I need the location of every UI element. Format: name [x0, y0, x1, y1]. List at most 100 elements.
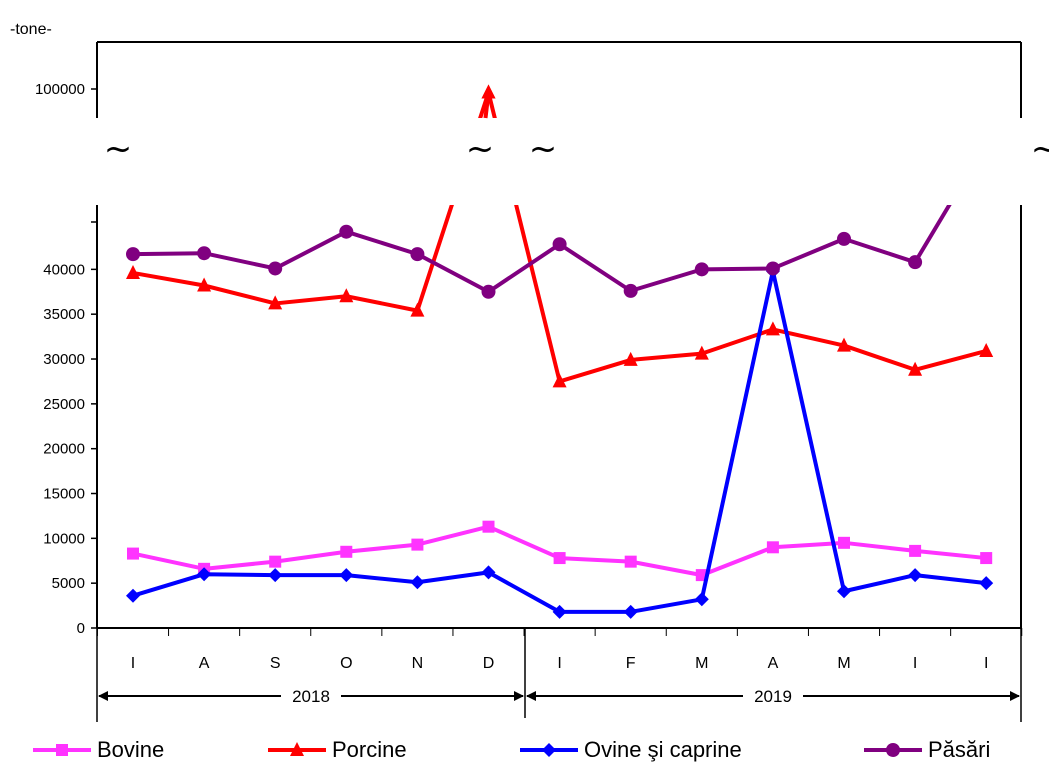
data-point [553, 552, 566, 565]
legend-swatch [33, 743, 91, 756]
legend-swatch [864, 742, 922, 757]
legend-label: Bovine [97, 736, 165, 762]
data-point [339, 568, 354, 583]
data-point [623, 351, 638, 366]
y-tick-label: 10000 [43, 530, 85, 547]
year-label: 2019 [754, 687, 792, 706]
data-point [623, 283, 638, 298]
data-point [269, 555, 282, 568]
legend-item: Porcine [268, 734, 407, 765]
data-point [837, 337, 851, 352]
data-point [339, 288, 354, 303]
month-label: I [913, 655, 917, 672]
data-point [410, 302, 425, 317]
series-layer [126, 84, 994, 619]
month-label: A [199, 655, 210, 672]
data-point [481, 284, 496, 299]
chart: -tone- ~ ~ ~ ~ 0 5000 10000 15000 20000 25000 300… [0, 21, 1049, 722]
month-label: I [557, 655, 561, 672]
data-point [552, 604, 567, 619]
data-point [765, 261, 780, 276]
axis-break-symbol: ~ [104, 129, 133, 169]
y-tick-label: 40000 [43, 261, 85, 278]
data-point [886, 742, 900, 757]
data-point [694, 262, 709, 277]
data-point [838, 536, 850, 549]
data-point [908, 361, 923, 376]
y-tick-label: 30000 [43, 351, 85, 368]
legend-swatch [520, 742, 578, 757]
month-label: S [270, 655, 281, 672]
data-point [624, 555, 637, 568]
data-point [126, 588, 140, 603]
series-line [132, 524, 987, 578]
data-point [979, 342, 994, 357]
data-point [126, 264, 140, 279]
data-point [552, 373, 567, 388]
legend-label: Ovine şi caprine [584, 736, 742, 762]
data-point [410, 575, 425, 590]
data-point [482, 520, 495, 533]
y-tick-label: 35000 [43, 306, 85, 323]
data-point [908, 255, 923, 270]
data-point [979, 576, 994, 591]
data-point [837, 584, 851, 599]
unit-label: -tone- [10, 21, 52, 38]
month-label: M [837, 655, 850, 672]
series-3 [126, 136, 994, 299]
data-point [339, 224, 354, 239]
data-point [694, 592, 709, 607]
data-point [197, 567, 212, 582]
label-layer: 0 5000 10000 15000 20000 25000 30000 35000 40000… [35, 81, 988, 706]
axis-break-symbol: ~ [466, 129, 495, 169]
data-point [980, 552, 993, 565]
legend-label: Porcine [332, 736, 407, 762]
data-point [766, 541, 779, 554]
month-label: O [340, 655, 352, 672]
data-point [197, 277, 212, 292]
data-point [623, 604, 638, 619]
axis-break-band [0, 118, 1049, 205]
month-label: F [626, 655, 636, 672]
data-point [126, 247, 140, 262]
data-point [837, 231, 851, 246]
data-point [268, 261, 283, 276]
data-point [909, 544, 922, 557]
series-0 [127, 520, 993, 582]
series-1 [126, 84, 994, 388]
y-tick-label: 5000 [52, 575, 85, 592]
data-point [127, 547, 139, 560]
data-point [268, 295, 283, 310]
data-point [542, 742, 556, 757]
axis-break-layer: ~ ~ ~ ~ [0, 42, 1049, 628]
data-point [481, 84, 496, 99]
data-point [56, 743, 68, 756]
data-point [481, 565, 496, 580]
month-label: A [768, 655, 779, 672]
data-point [765, 321, 780, 336]
legend: Bovine Porcine Ovine şi caprine Păsări [0, 734, 1049, 765]
y-tick-label: 25000 [43, 396, 85, 413]
legend-item: Păsări [864, 734, 990, 765]
y-tick-label: 100000 [35, 81, 85, 98]
data-point [268, 568, 283, 583]
month-label: I [131, 655, 135, 672]
month-label: I [984, 655, 988, 672]
legend-item: Bovine [33, 734, 164, 765]
axis-break-symbol: ~ [1031, 129, 1049, 169]
month-label: M [695, 655, 708, 672]
y-tick-label: 0 [77, 620, 85, 637]
month-label: D [483, 655, 495, 672]
y-tick-label: 15000 [43, 486, 85, 503]
month-label: N [412, 655, 424, 672]
legend-swatch [268, 741, 326, 756]
legend-item: Ovine şi caprine [520, 734, 742, 765]
series-2 [126, 264, 994, 619]
data-point [340, 545, 353, 558]
data-point [411, 538, 424, 551]
legend-label: Păsări [928, 736, 991, 762]
data-point [552, 237, 567, 252]
data-point [290, 741, 304, 756]
data-point [908, 568, 923, 583]
year-label: 2018 [292, 687, 330, 706]
